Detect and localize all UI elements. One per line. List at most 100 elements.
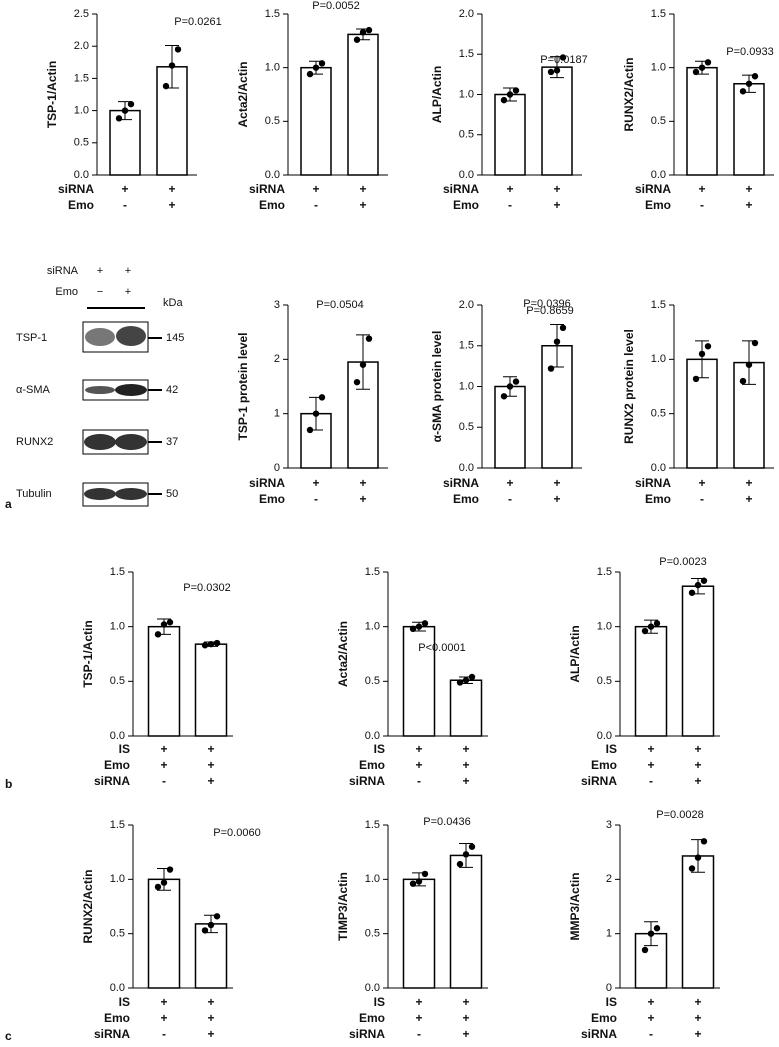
data-point	[700, 838, 708, 845]
bar	[686, 66, 718, 176]
bar	[733, 83, 765, 176]
bar	[541, 66, 573, 176]
data-point	[353, 378, 361, 386]
data-point	[641, 946, 649, 954]
p-value: P=0.0302	[183, 582, 230, 594]
blot-sign: +	[125, 286, 131, 298]
kda-value: 42	[166, 384, 178, 396]
condition-sign: -	[700, 198, 704, 212]
data-point	[745, 361, 753, 368]
data-point	[553, 67, 561, 74]
y-tick-label: 1.0	[651, 62, 666, 74]
data-point	[745, 80, 753, 87]
blot-row-label: RUNX2	[16, 436, 53, 448]
condition-sign: -	[314, 492, 318, 506]
bar	[494, 385, 526, 469]
condition-label: Emo	[645, 198, 671, 212]
y-tick-label: 0.0	[459, 169, 474, 181]
y-axis-label: ALP/Actin	[568, 625, 582, 682]
data-point	[160, 879, 168, 886]
bar	[147, 878, 181, 989]
y-tick-label: 0.5	[365, 675, 380, 687]
y-tick-label: 0.0	[651, 169, 666, 181]
bar	[681, 585, 715, 737]
condition-sign: +	[694, 742, 701, 756]
bar	[156, 66, 188, 176]
condition-sign: +	[698, 476, 705, 490]
y-tick-label: 1.5	[110, 566, 125, 578]
data-point	[115, 115, 123, 122]
data-point	[739, 377, 747, 385]
data-point	[166, 866, 174, 873]
kda-value: 145	[166, 332, 184, 344]
bar	[449, 679, 483, 737]
bar	[147, 625, 181, 737]
bar	[449, 854, 483, 989]
condition-sign: +	[694, 1027, 701, 1041]
y-tick-label: 1.0	[365, 873, 380, 885]
condition-sign: +	[506, 476, 513, 490]
condition-sign: +	[745, 492, 752, 506]
y-tick-label: 1.5	[651, 8, 666, 20]
condition-sign: +	[506, 182, 513, 196]
condition-label: Emo	[359, 758, 385, 772]
y-tick-label: 1	[274, 408, 280, 420]
data-point	[559, 324, 567, 332]
condition-sign: +	[553, 476, 560, 490]
y-axis-label: RUNX2/Actin	[622, 57, 636, 131]
condition-sign: +	[207, 774, 214, 788]
condition-sign: +	[207, 995, 214, 1009]
y-axis-label: TSP-1 protein level	[236, 332, 250, 440]
band	[116, 326, 146, 346]
condition-label: siRNA	[581, 774, 617, 788]
y-tick-label: 0.5	[651, 115, 666, 127]
data-point	[207, 921, 215, 929]
y-tick-label: 1.5	[365, 566, 380, 578]
y-tick-label: 0.5	[110, 928, 125, 940]
condition-sign: -	[649, 1027, 653, 1041]
condition-label: IS	[606, 995, 617, 1009]
p-value: P=0.0023	[659, 556, 706, 568]
condition-sign: +	[359, 492, 366, 506]
condition-sign: +	[415, 758, 422, 772]
condition-sign: +	[168, 182, 175, 196]
condition-sign: +	[359, 198, 366, 212]
data-point	[174, 46, 182, 53]
condition-label: siRNA	[635, 182, 671, 196]
data-point	[512, 378, 520, 385]
data-point	[306, 426, 314, 434]
data-point	[739, 88, 747, 95]
condition-sign: +	[415, 742, 422, 756]
bar	[681, 855, 715, 989]
condition-sign: +	[207, 1027, 214, 1041]
condition-sign: +	[462, 758, 469, 772]
y-tick-label: 1.0	[110, 621, 125, 633]
y-tick-label: 0.5	[651, 408, 666, 420]
blot-bands	[82, 307, 149, 507]
data-point	[647, 623, 655, 630]
p-value: P=0.0261	[174, 16, 221, 28]
condition-sign: +	[415, 995, 422, 1009]
condition-sign: +	[745, 182, 752, 196]
condition-sign: -	[508, 492, 512, 506]
condition-label: Emo	[104, 1011, 130, 1025]
panel-label: b	[5, 777, 12, 791]
condition-sign: +	[160, 995, 167, 1009]
condition-label: siRNA	[58, 182, 94, 196]
condition-label: siRNA	[249, 476, 285, 490]
condition-sign: -	[508, 198, 512, 212]
y-tick-label: 3	[606, 819, 612, 831]
condition-sign: -	[123, 198, 127, 212]
data-point	[213, 913, 221, 920]
condition-label: IS	[606, 742, 617, 756]
data-point	[462, 851, 470, 858]
y-axis-label: Acta2/Actin	[336, 621, 350, 687]
condition-sign: +	[207, 1011, 214, 1025]
band	[115, 434, 147, 450]
condition-label: siRNA	[581, 1027, 617, 1041]
y-tick-label: 1.5	[74, 72, 89, 84]
condition-sign: +	[698, 182, 705, 196]
kda-value: 37	[166, 436, 178, 448]
data-point	[409, 625, 417, 633]
